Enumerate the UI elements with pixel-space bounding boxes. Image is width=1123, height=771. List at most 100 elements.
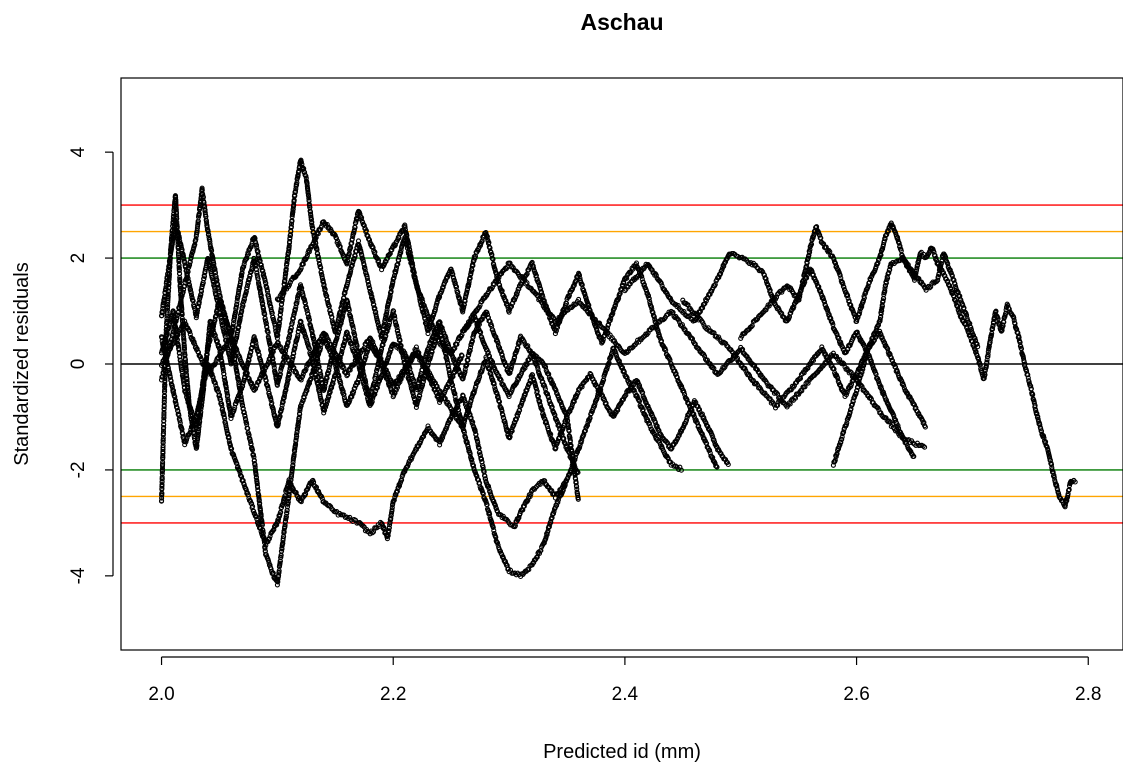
data-point bbox=[226, 400, 232, 406]
data-point bbox=[321, 386, 328, 392]
data-point bbox=[278, 367, 284, 373]
data-point bbox=[386, 320, 393, 326]
data-point bbox=[302, 297, 308, 303]
data-point bbox=[188, 290, 194, 296]
data-point bbox=[468, 397, 474, 403]
data-point bbox=[244, 285, 250, 291]
data-point bbox=[408, 383, 414, 389]
data-point bbox=[161, 395, 167, 402]
data-point bbox=[159, 498, 165, 504]
data-point bbox=[187, 284, 193, 290]
data-point bbox=[491, 381, 497, 387]
data-point bbox=[160, 440, 166, 446]
data-point bbox=[527, 380, 533, 386]
data-point bbox=[259, 296, 265, 302]
data-point bbox=[452, 391, 458, 397]
data-point bbox=[545, 427, 552, 433]
data-point bbox=[495, 340, 501, 346]
data-point bbox=[295, 329, 302, 335]
data-point bbox=[416, 395, 422, 402]
data-point bbox=[534, 364, 541, 370]
data-point bbox=[220, 368, 226, 374]
data-point bbox=[514, 347, 520, 353]
data-point bbox=[369, 391, 375, 397]
data-point bbox=[471, 389, 477, 395]
data-point bbox=[219, 323, 226, 329]
data-point bbox=[189, 295, 195, 301]
data-point bbox=[194, 310, 200, 316]
data-point bbox=[304, 339, 310, 345]
data-point bbox=[382, 336, 388, 342]
data-point bbox=[260, 305, 267, 311]
data-point bbox=[385, 325, 391, 331]
data-point bbox=[411, 394, 417, 400]
data-point bbox=[535, 366, 541, 372]
data-point bbox=[520, 397, 526, 403]
data-point bbox=[244, 283, 251, 289]
data-point bbox=[363, 379, 369, 385]
data-point bbox=[194, 442, 200, 448]
data-point bbox=[318, 371, 324, 377]
data-point bbox=[409, 372, 415, 378]
data-point bbox=[160, 459, 166, 465]
data-point bbox=[330, 380, 336, 387]
chart-title: Aschau bbox=[580, 9, 663, 35]
data-point bbox=[292, 306, 298, 312]
data-point bbox=[410, 390, 416, 396]
data-point bbox=[302, 331, 308, 337]
data-point bbox=[176, 265, 182, 271]
data-point bbox=[201, 276, 207, 282]
data-point bbox=[326, 394, 332, 400]
data-point bbox=[325, 370, 331, 377]
data-point bbox=[236, 324, 242, 330]
data-point bbox=[437, 326, 443, 332]
data-point bbox=[160, 443, 166, 449]
data-point bbox=[161, 402, 167, 408]
data-point bbox=[552, 412, 558, 418]
data-point bbox=[246, 357, 252, 363]
data-point bbox=[327, 389, 333, 395]
data-point bbox=[182, 357, 188, 363]
data-point bbox=[241, 299, 247, 305]
data-point bbox=[367, 397, 373, 403]
data-point bbox=[565, 422, 571, 428]
data-point bbox=[574, 484, 580, 490]
data-point bbox=[267, 340, 273, 346]
data-point bbox=[161, 425, 167, 431]
data-point bbox=[310, 333, 316, 339]
data-point bbox=[160, 461, 166, 467]
data-point bbox=[159, 474, 165, 480]
data-point bbox=[228, 415, 234, 422]
data-point bbox=[160, 437, 166, 443]
data-point bbox=[294, 300, 300, 306]
data-point bbox=[260, 300, 266, 306]
data-point bbox=[220, 366, 226, 372]
data-point bbox=[495, 393, 501, 399]
data-point bbox=[161, 413, 167, 419]
data-point bbox=[159, 308, 165, 314]
data-point bbox=[324, 398, 330, 404]
data-point bbox=[219, 358, 225, 365]
data-point bbox=[195, 431, 201, 437]
data-point bbox=[521, 339, 527, 345]
data-point bbox=[292, 345, 298, 351]
data-point bbox=[173, 211, 180, 217]
data-point bbox=[281, 395, 287, 401]
data-point bbox=[271, 362, 277, 368]
data-point bbox=[451, 356, 457, 362]
data-point bbox=[159, 482, 165, 488]
data-point bbox=[329, 385, 335, 391]
data-point bbox=[537, 398, 543, 404]
data-point bbox=[164, 307, 170, 313]
data-point bbox=[311, 338, 317, 344]
data-point bbox=[173, 221, 179, 228]
data-point bbox=[323, 404, 329, 410]
data-point bbox=[286, 371, 292, 377]
data-point bbox=[499, 352, 505, 358]
data-point bbox=[176, 257, 182, 263]
data-point bbox=[392, 315, 398, 321]
data-points bbox=[158, 157, 1078, 588]
data-point bbox=[159, 471, 165, 477]
data-point bbox=[515, 410, 522, 416]
data-point bbox=[444, 357, 450, 363]
